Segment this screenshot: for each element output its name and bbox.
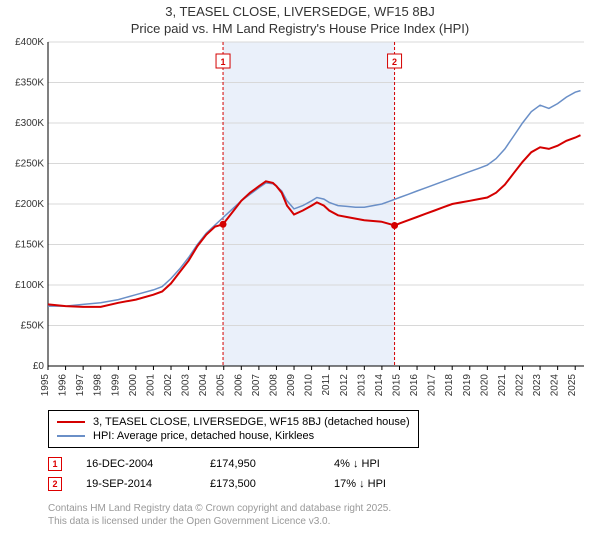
- attribution-line: This data is licensed under the Open Gov…: [48, 515, 600, 528]
- svg-text:£0: £0: [33, 361, 45, 372]
- svg-text:2022: 2022: [514, 374, 525, 397]
- svg-text:2020: 2020: [479, 374, 490, 397]
- sale-price: £173,500: [210, 478, 310, 490]
- sale-marker-icon: 2: [48, 477, 62, 491]
- svg-text:2009: 2009: [286, 374, 297, 397]
- svg-text:2019: 2019: [462, 374, 473, 397]
- svg-text:1997: 1997: [75, 374, 86, 397]
- svg-text:£250K: £250K: [15, 159, 44, 170]
- sale-row: 2 19-SEP-2014 £173,500 17% ↓ HPI: [48, 474, 600, 494]
- svg-text:2024: 2024: [550, 374, 561, 397]
- svg-text:£150K: £150K: [15, 240, 44, 251]
- line-chart-svg: £0 £50K £100K £150K £200K £250K £300K £350K £400…: [0, 36, 600, 406]
- attribution: Contains HM Land Registry data © Crown c…: [48, 502, 600, 528]
- svg-text:2006: 2006: [233, 374, 244, 397]
- sale-marker-icon: 1: [48, 457, 62, 471]
- svg-text:2011: 2011: [321, 374, 332, 396]
- legend-label: HPI: Average price, detached house, Kirk…: [93, 430, 314, 442]
- sales-table: 1 16-DEC-2004 £174,950 4% ↓ HPI 2 19-SEP…: [48, 454, 600, 494]
- svg-text:£400K: £400K: [15, 37, 44, 48]
- svg-text:2021: 2021: [497, 374, 508, 397]
- svg-text:2014: 2014: [374, 374, 385, 397]
- svg-text:2007: 2007: [251, 374, 262, 397]
- svg-text:2003: 2003: [181, 374, 192, 397]
- svg-text:2008: 2008: [268, 374, 279, 397]
- svg-text:2015: 2015: [391, 374, 402, 397]
- svg-text:2023: 2023: [532, 374, 543, 397]
- svg-text:1999: 1999: [110, 374, 121, 397]
- attribution-line: Contains HM Land Registry data © Crown c…: [48, 502, 600, 515]
- chart-container: 3, TEASEL CLOSE, LIVERSEDGE, WF15 8BJ Pr…: [0, 0, 600, 560]
- title-address: 3, TEASEL CLOSE, LIVERSEDGE, WF15 8BJ: [0, 4, 600, 19]
- svg-text:1996: 1996: [58, 374, 69, 397]
- svg-text:2017: 2017: [427, 374, 438, 397]
- svg-text:2025: 2025: [567, 374, 578, 397]
- svg-text:2: 2: [392, 57, 397, 67]
- legend-swatch: [57, 421, 85, 423]
- legend: 3, TEASEL CLOSE, LIVERSEDGE, WF15 8BJ (d…: [48, 410, 419, 448]
- svg-text:2013: 2013: [356, 374, 367, 397]
- sale-date: 19-SEP-2014: [86, 478, 186, 490]
- legend-label: 3, TEASEL CLOSE, LIVERSEDGE, WF15 8BJ (d…: [93, 416, 410, 428]
- title-subtitle: Price paid vs. HM Land Registry's House …: [0, 21, 600, 36]
- svg-text:2016: 2016: [409, 374, 420, 397]
- sale-date: 16-DEC-2004: [86, 458, 186, 470]
- svg-text:£200K: £200K: [15, 199, 44, 210]
- legend-item: 3, TEASEL CLOSE, LIVERSEDGE, WF15 8BJ (d…: [57, 415, 410, 429]
- svg-text:2012: 2012: [339, 374, 350, 397]
- sale-delta: 17% ↓ HPI: [334, 478, 434, 490]
- svg-text:2001: 2001: [145, 374, 156, 397]
- svg-text:2004: 2004: [198, 374, 209, 397]
- sale-row: 1 16-DEC-2004 £174,950 4% ↓ HPI: [48, 454, 600, 474]
- legend-swatch: [57, 435, 85, 437]
- svg-text:£300K: £300K: [15, 118, 44, 129]
- svg-text:£350K: £350K: [15, 78, 44, 89]
- svg-text:1: 1: [221, 57, 226, 67]
- title-block: 3, TEASEL CLOSE, LIVERSEDGE, WF15 8BJ Pr…: [0, 0, 600, 36]
- svg-text:1998: 1998: [93, 374, 104, 397]
- svg-text:2002: 2002: [163, 374, 174, 397]
- svg-text:2018: 2018: [444, 374, 455, 397]
- svg-text:2010: 2010: [304, 374, 315, 397]
- sale-price: £174,950: [210, 458, 310, 470]
- chart-area: £0 £50K £100K £150K £200K £250K £300K £350K £400…: [0, 36, 600, 406]
- svg-text:2005: 2005: [216, 374, 227, 397]
- sale-delta: 4% ↓ HPI: [334, 458, 434, 470]
- svg-text:2000: 2000: [128, 374, 139, 397]
- legend-item: HPI: Average price, detached house, Kirk…: [57, 429, 410, 443]
- svg-text:£50K: £50K: [21, 321, 45, 332]
- svg-text:1995: 1995: [40, 374, 51, 397]
- svg-text:£100K: £100K: [15, 280, 44, 291]
